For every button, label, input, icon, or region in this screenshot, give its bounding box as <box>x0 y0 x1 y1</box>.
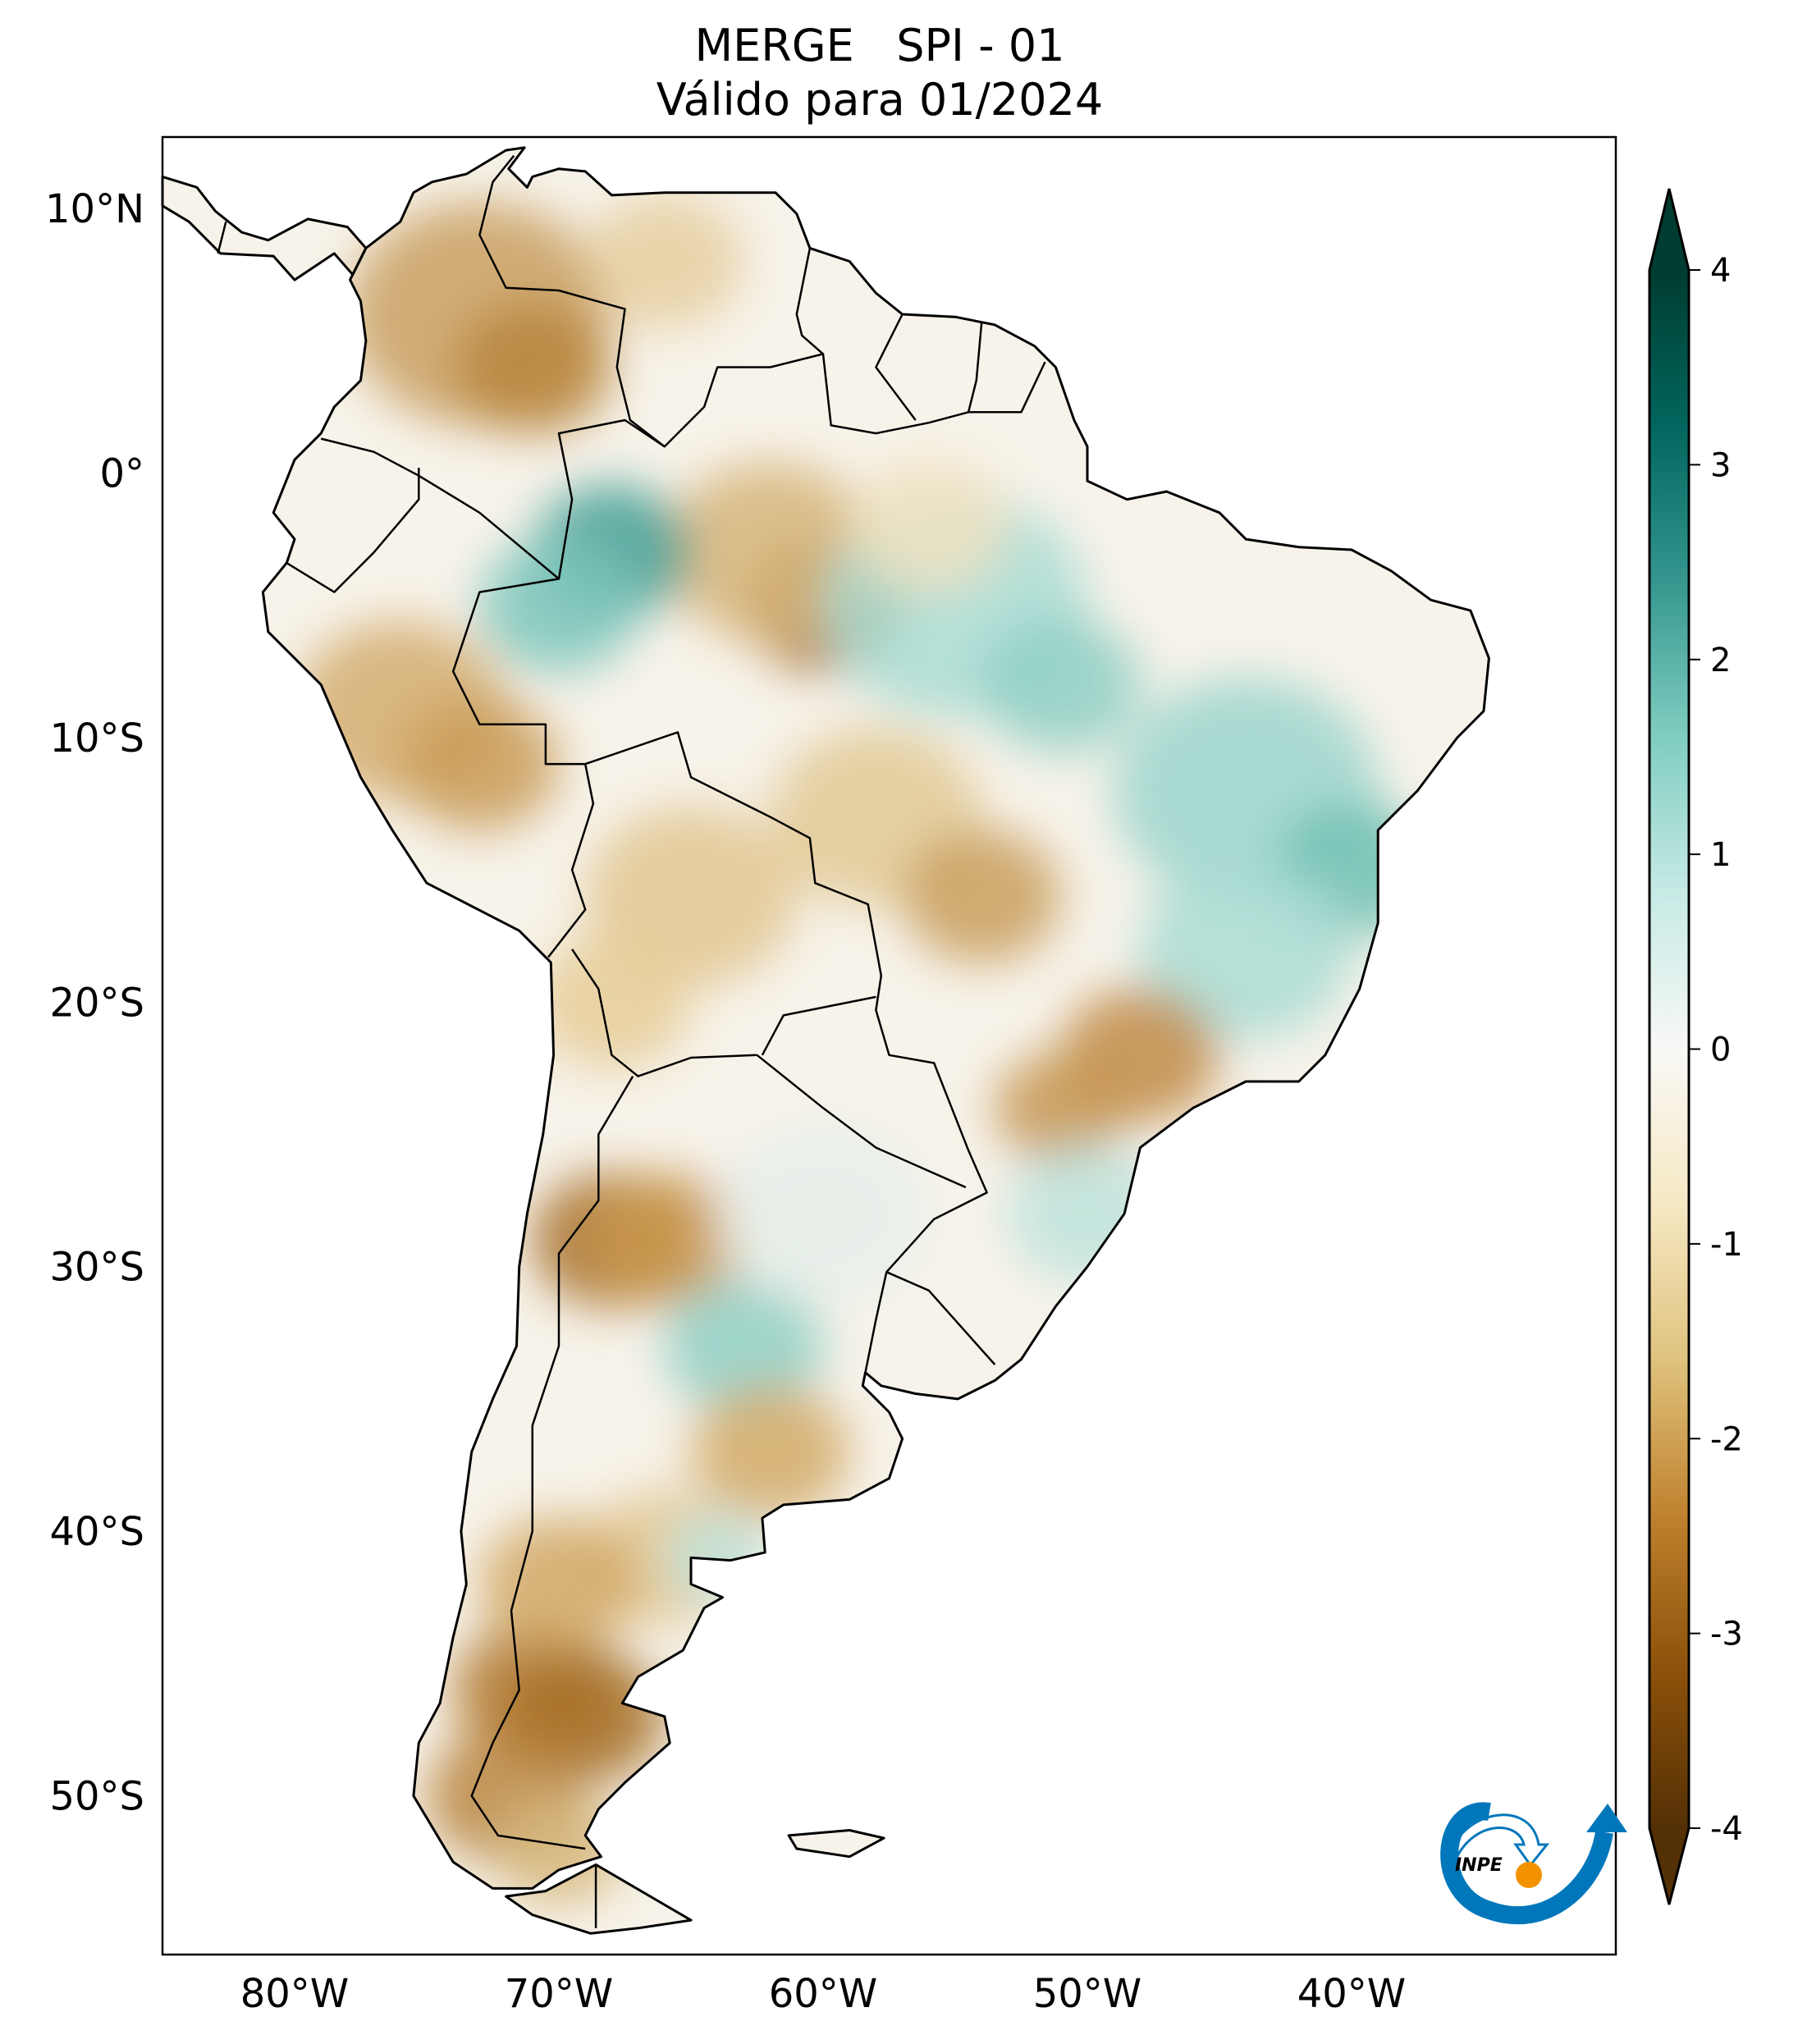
coastline-segment <box>505 1863 693 1935</box>
border-line <box>864 1271 888 1373</box>
country-borders <box>217 154 1046 1928</box>
border-line <box>756 1054 967 1189</box>
lat-tick-label: 10°S <box>49 716 144 761</box>
logo-sun <box>1516 1862 1542 1888</box>
coastline <box>161 146 1490 1935</box>
land-background <box>162 147 1489 1934</box>
coastline-segment <box>261 146 1490 1890</box>
lat-tick-label: 20°S <box>49 980 144 1026</box>
lat-tick-label: 40°S <box>49 1509 144 1555</box>
lon-tick-label: 80°W <box>240 1971 350 2017</box>
coastline-segment <box>787 1829 885 1859</box>
border-line <box>547 763 595 958</box>
logo-text: INPE <box>1455 1855 1503 1876</box>
map-title: MERGE SPI - 01 <box>694 20 1065 71</box>
anomaly-blob <box>995 1051 1128 1164</box>
lon-tick-label: 70°W <box>505 1971 614 2017</box>
colorbar-tick-label: -3 <box>1710 1616 1743 1653</box>
border-line <box>320 437 560 580</box>
anomaly-blob <box>664 462 876 642</box>
anomaly-blob <box>532 935 692 1070</box>
border-line <box>875 313 917 421</box>
lat-tick-label: 50°S <box>49 1774 144 1820</box>
lon-tick-label: 50°W <box>1033 1971 1142 2017</box>
anomaly-blob <box>849 458 1009 594</box>
anomaly-blob <box>453 300 612 435</box>
anomaly-blob <box>1140 859 1352 1040</box>
border-line <box>217 221 227 254</box>
colorbar-tick-label: -2 <box>1710 1420 1743 1458</box>
lon-tick-label: 60°W <box>769 1971 878 2017</box>
lat-tick-label: 10°N <box>45 186 144 232</box>
inpe-logo: INPE <box>1440 1802 1627 1924</box>
spi-field <box>162 147 1489 1934</box>
colorbar-tick-label: 2 <box>1710 642 1731 679</box>
anomaly-blob <box>717 1123 929 1304</box>
anomaly-blob <box>400 697 559 832</box>
anomaly-blob <box>664 1512 771 1603</box>
colorbar-extend-max <box>1649 189 1689 270</box>
axis-labels: 10°N 0° 10°S 20°S 30°S 40°S 50°S 80°W 70°W 60°W 50… <box>45 186 1406 2017</box>
colorbar-tick-label: 3 <box>1710 446 1731 484</box>
border-line <box>470 1075 634 1850</box>
anomaly-blob <box>664 1278 824 1414</box>
anomaly-blob <box>585 1173 744 1308</box>
anomaly-blob <box>902 829 1061 964</box>
map-subtitle: Válido para 01/2024 <box>656 74 1104 126</box>
lat-tick-label: 0° <box>99 450 144 496</box>
coastline-segment <box>161 175 368 281</box>
map-frame <box>161 135 1617 1956</box>
anomaly-blob <box>479 1516 638 1652</box>
anomaly-blob <box>691 1384 850 1520</box>
colorbar-tick-label: -1 <box>1710 1226 1743 1264</box>
border-line <box>478 154 666 448</box>
colorbar-tick-label: 0 <box>1710 1031 1731 1069</box>
border-line <box>795 248 824 355</box>
colorbar-tick-label: 4 <box>1710 252 1731 290</box>
colorbar-tick-label: 1 <box>1710 836 1731 874</box>
anomaly-blob <box>1008 1146 1167 1282</box>
anomaly-blob <box>585 194 744 329</box>
border-line <box>286 468 420 593</box>
colorbar-extend-min <box>1649 1828 1689 1905</box>
border-line <box>967 322 983 413</box>
colorbar-gradient <box>1649 270 1689 1828</box>
logo-arrow <box>1586 1804 1627 1832</box>
lon-tick-label: 40°W <box>1297 1971 1407 2017</box>
logo-orbit <box>1447 1813 1550 1868</box>
colorbar: 4 3 2 1 0 -1 -2 -3 -4 <box>1648 188 1743 1905</box>
colorbar-tick-label: -4 <box>1710 1810 1743 1848</box>
lat-tick-label: 30°S <box>49 1245 144 1291</box>
anomaly-blob <box>981 617 1141 752</box>
logo-swoosh <box>1440 1802 1613 1924</box>
border-line <box>761 995 876 1056</box>
border-line <box>571 949 757 1077</box>
anomaly-blob <box>479 537 638 673</box>
